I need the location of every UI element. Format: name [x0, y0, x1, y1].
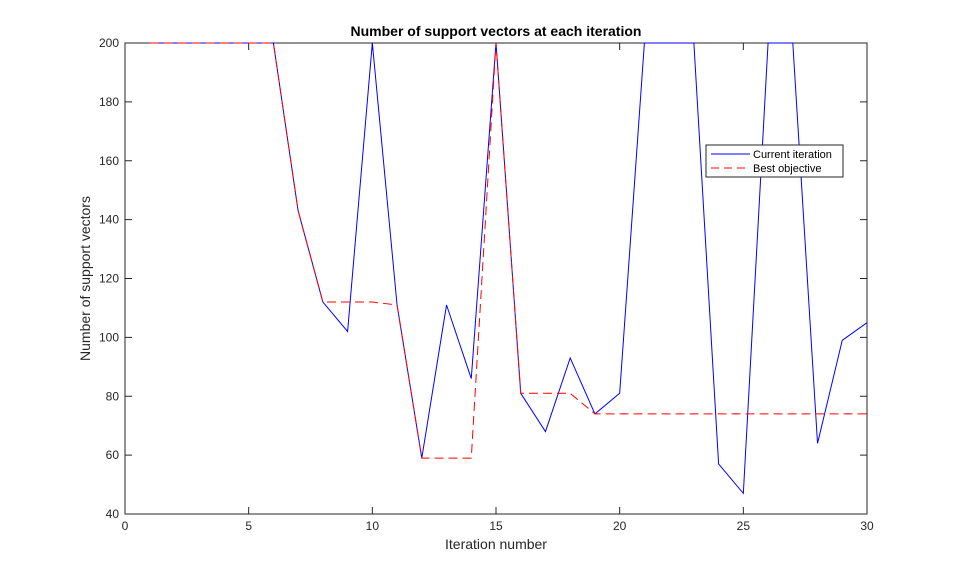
- series-layer: [149, 42, 868, 495]
- x-tick-label: 25: [737, 519, 751, 533]
- y-tick-label: 100: [99, 330, 119, 344]
- x-tick-label: 5: [245, 519, 252, 533]
- legend-box: [705, 144, 844, 178]
- y-tick-label: 180: [99, 95, 119, 109]
- chart-title: Number of support vectors at each iterat…: [351, 23, 642, 39]
- x-tick-label: 15: [489, 519, 503, 533]
- y-tick-label: 140: [99, 213, 119, 227]
- x-tick-label: 10: [366, 519, 380, 533]
- legend-entry-label: Current iteration: [753, 149, 832, 161]
- axis-ticks: 0 5 10 15 20 25 30 40 60 80 100 120 140 160 180 200: [99, 36, 874, 533]
- legend-entry-label: Best objective: [753, 163, 821, 175]
- y-tick-label: 160: [99, 154, 119, 168]
- y-tick-label: 120: [99, 272, 119, 286]
- y-tick-label: 40: [106, 507, 120, 521]
- y-tick-label: 200: [99, 36, 119, 50]
- series-line-best-objective: [149, 42, 867, 459]
- x-axis-label: Iteration number: [445, 536, 547, 552]
- x-tick-label: 30: [860, 519, 874, 533]
- y-tick-label: 80: [106, 389, 120, 403]
- legend: Current iteration Best objective: [705, 144, 844, 178]
- y-tick-label: 60: [106, 448, 120, 462]
- plot-area: [124, 42, 868, 515]
- y-axis-label: Number of support vectors: [77, 196, 93, 361]
- x-tick-label: 0: [122, 519, 129, 533]
- x-tick-label: 20: [613, 519, 627, 533]
